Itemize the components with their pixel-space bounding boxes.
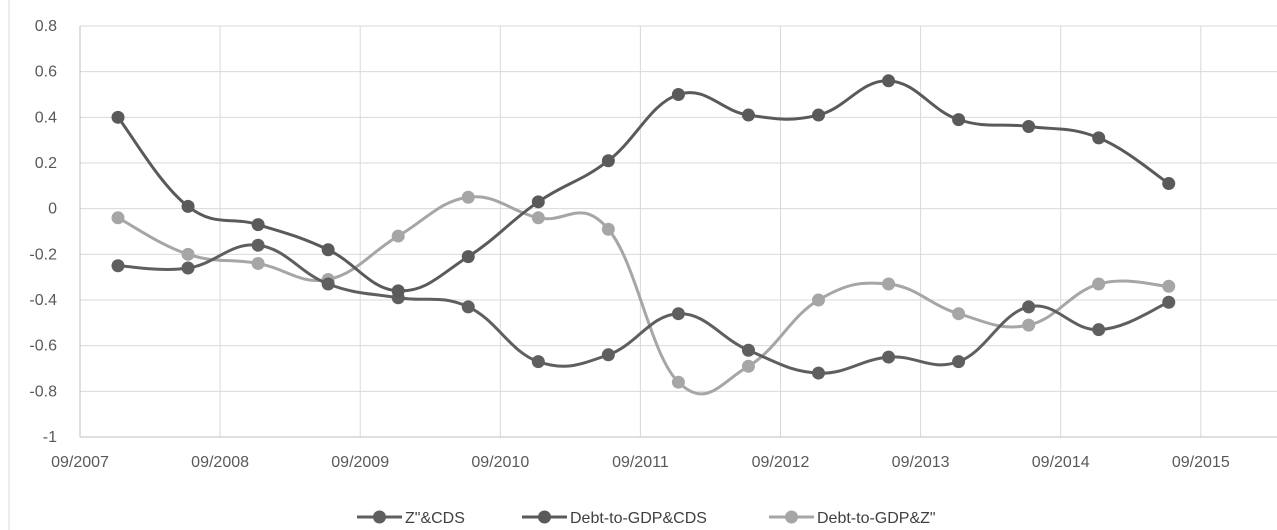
series-line xyxy=(117,195,1169,396)
data-point xyxy=(1092,131,1106,145)
data-point xyxy=(1022,318,1036,332)
data-point xyxy=(181,247,195,261)
data-point xyxy=(812,366,825,380)
y-tick-label: 0.2 xyxy=(35,155,57,172)
data-point xyxy=(1162,177,1176,191)
data-point xyxy=(601,222,615,236)
data-point xyxy=(181,199,195,213)
y-tick-label: -0.8 xyxy=(29,383,57,400)
data-point xyxy=(1162,279,1176,293)
data-point xyxy=(1092,277,1106,291)
data-point xyxy=(391,284,405,298)
data-point xyxy=(531,211,545,225)
series-line xyxy=(117,243,1170,375)
data-point xyxy=(321,277,335,291)
series-line xyxy=(116,79,1170,293)
data-point xyxy=(812,108,825,122)
x-tick-label: 09/2013 xyxy=(892,454,950,471)
data-point xyxy=(531,195,545,209)
y-tick-label: -1 xyxy=(43,429,57,446)
y-tick-label: 0.8 xyxy=(35,18,57,35)
x-tick-label: 09/2010 xyxy=(471,454,529,471)
data-point xyxy=(391,229,405,243)
x-tick-label: 09/2009 xyxy=(331,454,389,471)
data-point xyxy=(671,375,685,389)
data-point xyxy=(461,190,475,204)
series-group xyxy=(111,74,1176,396)
data-point xyxy=(321,243,335,257)
x-tick-label: 09/2008 xyxy=(191,454,249,471)
data-point xyxy=(111,110,125,124)
data-point xyxy=(812,293,825,307)
data-point xyxy=(181,261,195,275)
x-tick-label: 09/2014 xyxy=(1032,454,1090,471)
data-point xyxy=(741,343,755,357)
legend-label: Debt-to-GDP&CDS xyxy=(570,510,707,527)
data-point xyxy=(1022,300,1036,314)
legend-label: Debt-to-GDP&Z" xyxy=(817,510,936,527)
data-point xyxy=(111,259,125,273)
x-tick-label: 09/2015 xyxy=(1172,454,1230,471)
y-tick-label: -0.4 xyxy=(29,292,57,309)
data-point xyxy=(251,218,265,232)
series-1 xyxy=(111,74,1176,298)
data-point xyxy=(531,355,545,369)
y-tick-label: 0.6 xyxy=(35,64,57,81)
x-tick-label: 09/2012 xyxy=(752,454,810,471)
legend: Z"&CDS Debt-to-GDP&CDS Debt-to-GDP&Z" xyxy=(357,510,936,527)
data-point xyxy=(671,307,685,321)
data-point xyxy=(952,307,966,321)
data-point xyxy=(601,348,615,362)
legend-label: Z"&CDS xyxy=(405,510,465,527)
x-tick-label: 09/2007 xyxy=(51,454,109,471)
data-point xyxy=(1022,119,1036,133)
data-point xyxy=(251,238,265,252)
data-point xyxy=(461,250,475,264)
data-point xyxy=(882,277,896,291)
series-0 xyxy=(111,238,1176,380)
data-point xyxy=(461,300,475,314)
x-tick-label: 09/2011 xyxy=(612,454,669,471)
legend-item: Z"&CDS xyxy=(357,510,465,527)
legend-marker xyxy=(785,510,798,524)
y-tick-label: -0.2 xyxy=(29,246,57,263)
legend-item: Debt-to-GDP&CDS xyxy=(522,510,707,527)
legend-marker xyxy=(538,510,551,524)
y-tick-label: -0.6 xyxy=(29,338,57,355)
data-point xyxy=(671,88,685,101)
data-point xyxy=(882,74,896,88)
data-point xyxy=(1162,295,1176,309)
axes: 0.8 0.6 0.4 0.2 0 -0.2 -0.4 -0.6 -0.8 -1 09/2007 09… xyxy=(8,0,1277,530)
data-point xyxy=(1092,323,1106,337)
data-point xyxy=(952,355,966,369)
y-tick-label: 0 xyxy=(48,201,57,218)
data-point xyxy=(251,256,265,270)
series-2 xyxy=(111,190,1176,396)
data-point xyxy=(882,350,896,364)
y-tick-label: 0.4 xyxy=(35,109,57,126)
data-point xyxy=(741,108,755,122)
data-point xyxy=(111,211,125,225)
legend-marker xyxy=(373,510,386,524)
data-point xyxy=(601,154,615,168)
gridlines xyxy=(79,25,1277,438)
data-point xyxy=(741,359,755,373)
legend-item: Debt-to-GDP&Z" xyxy=(769,510,936,527)
data-point xyxy=(952,113,966,127)
